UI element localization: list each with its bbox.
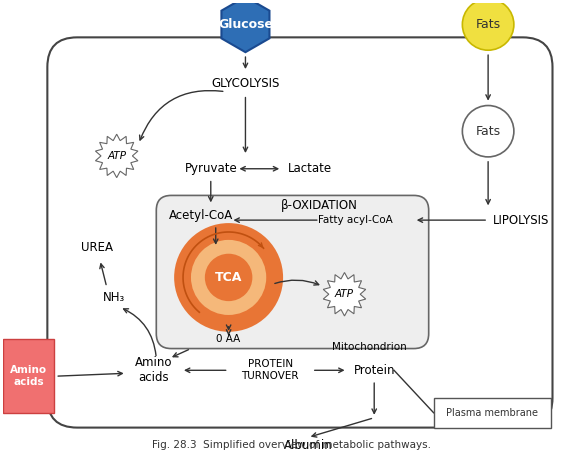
Text: Amino
acids: Amino acids — [10, 365, 47, 386]
Text: 0 AA: 0 AA — [217, 334, 241, 344]
Text: Albumin: Albumin — [283, 439, 332, 452]
Text: ATP: ATP — [107, 151, 126, 161]
Text: Acetyl-CoA: Acetyl-CoA — [169, 209, 233, 222]
Text: ATP: ATP — [335, 289, 354, 299]
Polygon shape — [324, 272, 366, 316]
Text: Plasma membrane: Plasma membrane — [446, 408, 538, 418]
Text: Glucose: Glucose — [218, 18, 273, 31]
Text: Fats: Fats — [475, 125, 500, 138]
Text: LIPOLYSIS: LIPOLYSIS — [493, 213, 550, 227]
Circle shape — [463, 106, 514, 157]
Text: GLYCOLYSIS: GLYCOLYSIS — [211, 77, 280, 90]
Text: Amino
acids: Amino acids — [134, 356, 172, 384]
Text: TCA: TCA — [215, 271, 242, 284]
FancyBboxPatch shape — [434, 398, 551, 428]
Polygon shape — [95, 134, 138, 177]
Circle shape — [463, 0, 514, 50]
Text: NH₃: NH₃ — [103, 291, 125, 304]
Circle shape — [191, 240, 266, 315]
FancyBboxPatch shape — [3, 339, 54, 413]
Circle shape — [174, 223, 283, 332]
Polygon shape — [221, 0, 269, 52]
Text: Fatty acyl-CoA: Fatty acyl-CoA — [318, 215, 393, 225]
Text: β-OXIDATION: β-OXIDATION — [281, 199, 358, 212]
Circle shape — [205, 254, 252, 301]
Text: Mitochondrion: Mitochondrion — [332, 342, 406, 352]
FancyBboxPatch shape — [157, 195, 429, 349]
Text: Fats: Fats — [475, 18, 500, 31]
Text: Fig. 28.3  Simplified overview of metabolic pathways.: Fig. 28.3 Simplified overview of metabol… — [152, 440, 432, 450]
FancyBboxPatch shape — [47, 37, 552, 428]
Text: PROTEIN
TURNOVER: PROTEIN TURNOVER — [241, 360, 299, 381]
Text: Protein: Protein — [353, 364, 395, 377]
Text: Pyruvate: Pyruvate — [185, 162, 237, 175]
Text: UREA: UREA — [81, 241, 113, 254]
Text: Lactate: Lactate — [288, 162, 332, 175]
